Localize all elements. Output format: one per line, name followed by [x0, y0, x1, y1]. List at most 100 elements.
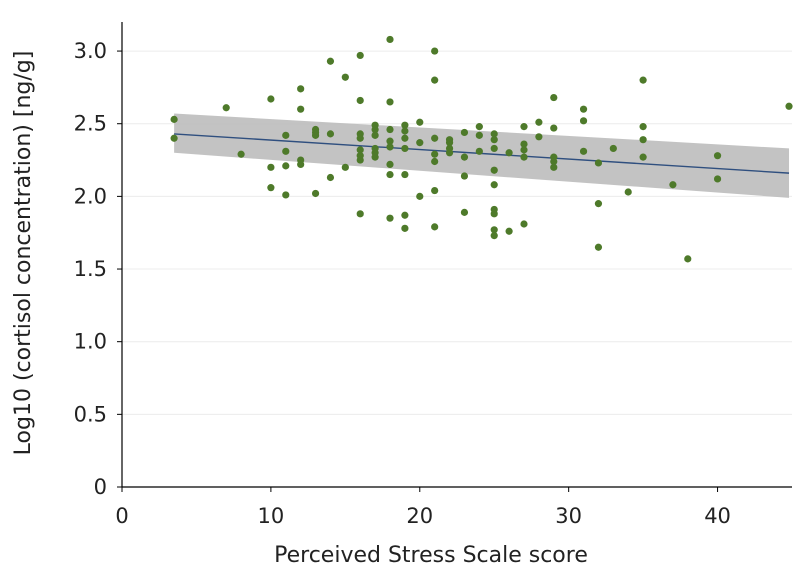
data-point	[713, 175, 722, 183]
data-point	[535, 118, 543, 126]
y-tick-label: 2.0	[74, 184, 107, 208]
data-point	[431, 76, 439, 84]
data-point	[490, 136, 498, 144]
data-point	[326, 173, 335, 182]
data-point	[267, 95, 275, 103]
data-point	[282, 147, 290, 155]
data-point	[684, 255, 692, 263]
data-point	[535, 133, 543, 141]
x-tick-label: 20	[406, 504, 433, 528]
axes	[121, 22, 792, 488]
data-point	[460, 153, 469, 161]
data-point	[371, 125, 379, 134]
data-point	[356, 210, 364, 218]
y-tick-label: 3.0	[74, 39, 107, 63]
data-point	[520, 123, 528, 131]
data-point	[460, 208, 469, 216]
y-tick-label: 2.5	[74, 112, 107, 136]
data-point	[401, 224, 409, 232]
data-point	[785, 102, 793, 110]
data-point	[520, 140, 528, 148]
grid-lines	[122, 50, 792, 415]
x-axis-label: Perceived Stress Scale score	[274, 543, 588, 568]
data-point	[386, 214, 394, 222]
data-point	[341, 163, 349, 171]
data-point	[475, 147, 483, 155]
data-point	[341, 73, 349, 81]
data-point	[267, 184, 275, 192]
x-tick-label: 10	[258, 504, 285, 528]
y-axis-ticks: 0 0.5 1.0 1.5 2.0 2.5 3.0	[74, 39, 122, 499]
data-point	[579, 117, 588, 125]
data-point	[505, 149, 513, 157]
data-point	[356, 146, 364, 154]
y-tick-label: 0.5	[74, 402, 107, 426]
data-point	[386, 143, 394, 151]
data-point	[594, 159, 603, 167]
data-point	[445, 149, 454, 157]
data-point	[475, 131, 483, 139]
data-point	[639, 76, 647, 84]
data-point	[431, 186, 439, 195]
data-point	[401, 170, 409, 179]
data-point	[624, 188, 632, 196]
x-axis-ticks: 0 10 20 30 40	[115, 487, 731, 528]
data-point	[401, 144, 409, 153]
data-point	[431, 157, 439, 166]
data-point	[579, 105, 588, 113]
data-point	[594, 243, 603, 251]
data-point	[386, 137, 394, 145]
x-tick-label: 30	[555, 504, 582, 528]
data-point	[356, 96, 364, 105]
data-point	[356, 51, 364, 60]
data-point	[401, 134, 409, 142]
data-point	[445, 139, 454, 147]
data-point	[520, 146, 528, 154]
data-point	[297, 105, 305, 113]
data-point	[431, 134, 439, 142]
data-point	[326, 57, 335, 65]
data-point	[550, 93, 558, 102]
data-point	[282, 162, 290, 170]
y-tick-label: 0	[94, 475, 107, 499]
data-point	[311, 189, 320, 198]
data-point	[401, 121, 409, 129]
data-point	[490, 130, 498, 138]
data-point	[356, 134, 364, 142]
data-point	[386, 170, 394, 179]
data-point	[401, 127, 409, 135]
data-point	[520, 153, 528, 161]
data-point	[594, 200, 603, 208]
data-point	[490, 144, 498, 153]
data-point	[460, 172, 469, 180]
data-point	[505, 227, 513, 235]
data-point	[386, 125, 394, 134]
data-point	[416, 192, 424, 200]
data-point	[713, 152, 722, 160]
x-tick-label: 40	[704, 504, 731, 528]
data-point	[475, 123, 483, 131]
data-point	[639, 153, 647, 161]
data-point	[356, 156, 364, 164]
x-tick-label: 0	[115, 504, 128, 528]
data-point	[520, 220, 528, 228]
data-point	[490, 166, 498, 174]
data-point	[639, 136, 647, 144]
data-point	[550, 163, 558, 171]
data-point	[609, 144, 617, 153]
data-point	[386, 35, 394, 44]
data-point	[490, 181, 498, 189]
y-tick-label: 1.5	[74, 257, 107, 281]
data-point	[431, 223, 439, 231]
data-point	[371, 131, 379, 139]
data-point	[282, 191, 290, 199]
data-point	[490, 232, 498, 240]
data-point	[639, 123, 647, 131]
data-point	[401, 211, 409, 219]
data-point	[297, 160, 305, 169]
data-point	[326, 130, 335, 138]
data-point	[416, 118, 424, 126]
data-point	[550, 124, 558, 132]
data-point	[550, 157, 558, 166]
